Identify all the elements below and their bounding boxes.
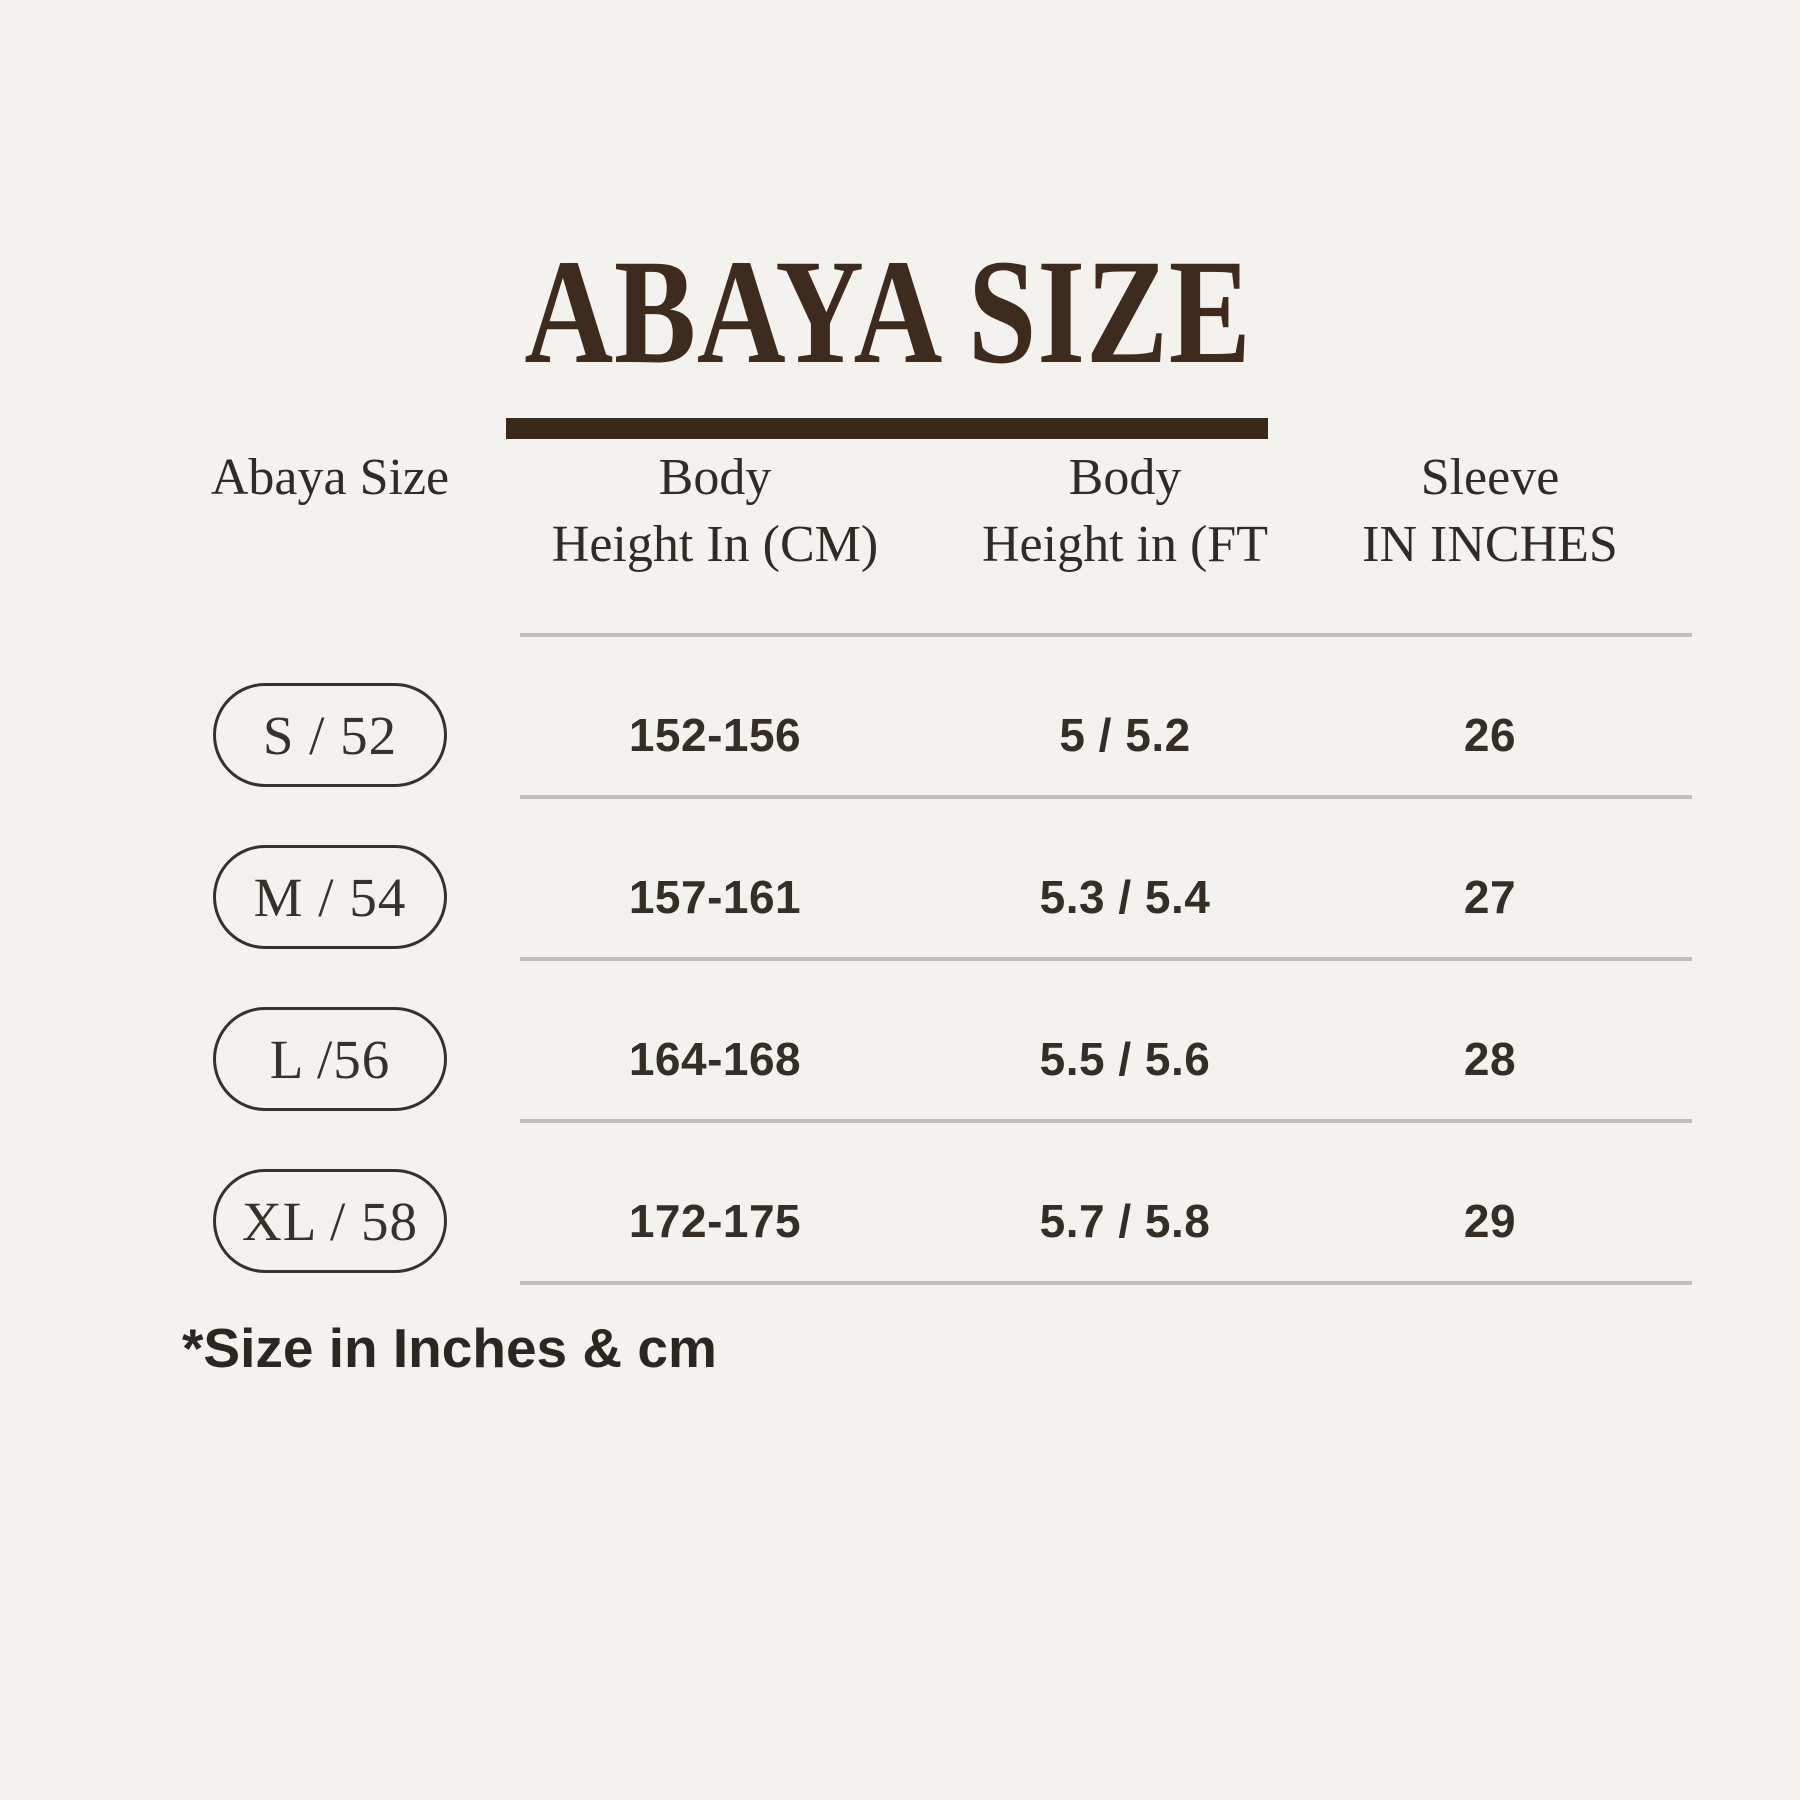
height-ft-cell: 5.3 / 5.4	[1039, 871, 1211, 923]
title-underline	[506, 418, 1268, 439]
sleeve-cell: 26	[1463, 709, 1517, 761]
column-header-line2: IN INCHES	[1362, 516, 1618, 573]
row-separator	[520, 795, 1692, 799]
table-row-s: S / 52 152-156 5 / 5.2 26	[170, 637, 1670, 795]
height-ft-cell: 5 / 5.2	[1059, 709, 1191, 761]
size-badge: L /56	[213, 1007, 447, 1111]
row-separator	[520, 1119, 1692, 1123]
size-badge: M / 54	[213, 845, 447, 949]
height-ft-cell: 5.5 / 5.6	[1039, 1033, 1211, 1085]
column-header-height-ft: Body Height in (FT	[940, 444, 1310, 578]
column-header-sleeve: Sleeve IN INCHES	[1310, 444, 1670, 578]
row-separator	[520, 1281, 1692, 1285]
page-title: ABAYA SIZE	[524, 229, 1252, 395]
footnote: *Size in Inches & cm	[182, 1317, 717, 1379]
column-header-line1: Sleeve	[1420, 449, 1560, 506]
column-header-line1: Body	[1068, 449, 1182, 506]
column-header-line1: Body	[658, 449, 772, 506]
sleeve-cell: 27	[1463, 871, 1517, 923]
table-row-l: L /56 164-168 5.5 / 5.6 28	[170, 961, 1670, 1119]
sleeve-cell: 29	[1463, 1195, 1517, 1247]
size-cell: S / 52	[170, 637, 490, 795]
column-header-line2: Height in (FT	[982, 516, 1268, 573]
size-cell: M / 54	[170, 799, 490, 957]
column-header-height-cm: Body Height In (CM)	[490, 444, 940, 578]
height-cm-cell: 152-156	[628, 709, 802, 761]
table-row-xl: XL / 58 172-175 5.7 / 5.8 29	[170, 1123, 1670, 1281]
row-separator	[520, 633, 1692, 637]
column-header-line2: Abaya Size	[210, 449, 450, 506]
height-cm-cell: 164-168	[628, 1033, 802, 1085]
height-ft-cell: 5.7 / 5.8	[1039, 1195, 1211, 1247]
table-row-m: M / 54 157-161 5.3 / 5.4 27	[170, 799, 1670, 957]
size-cell: L /56	[170, 961, 490, 1119]
row-separator	[520, 957, 1692, 961]
size-badge: XL / 58	[213, 1169, 447, 1273]
size-badge: S / 52	[213, 683, 447, 787]
height-cm-cell: 172-175	[628, 1195, 802, 1247]
table-header-row: Abaya Size Body Height In (CM) Body Heig…	[170, 444, 1800, 578]
size-cell: XL / 58	[170, 1123, 490, 1281]
height-cm-cell: 157-161	[628, 871, 802, 923]
table-body: S / 52 152-156 5 / 5.2 26 M / 54 157-161…	[0, 633, 1800, 1285]
column-header-line2: Height In (CM)	[551, 516, 879, 573]
sleeve-cell: 28	[1463, 1033, 1517, 1085]
column-header-abaya-size: Abaya Size	[170, 444, 490, 578]
